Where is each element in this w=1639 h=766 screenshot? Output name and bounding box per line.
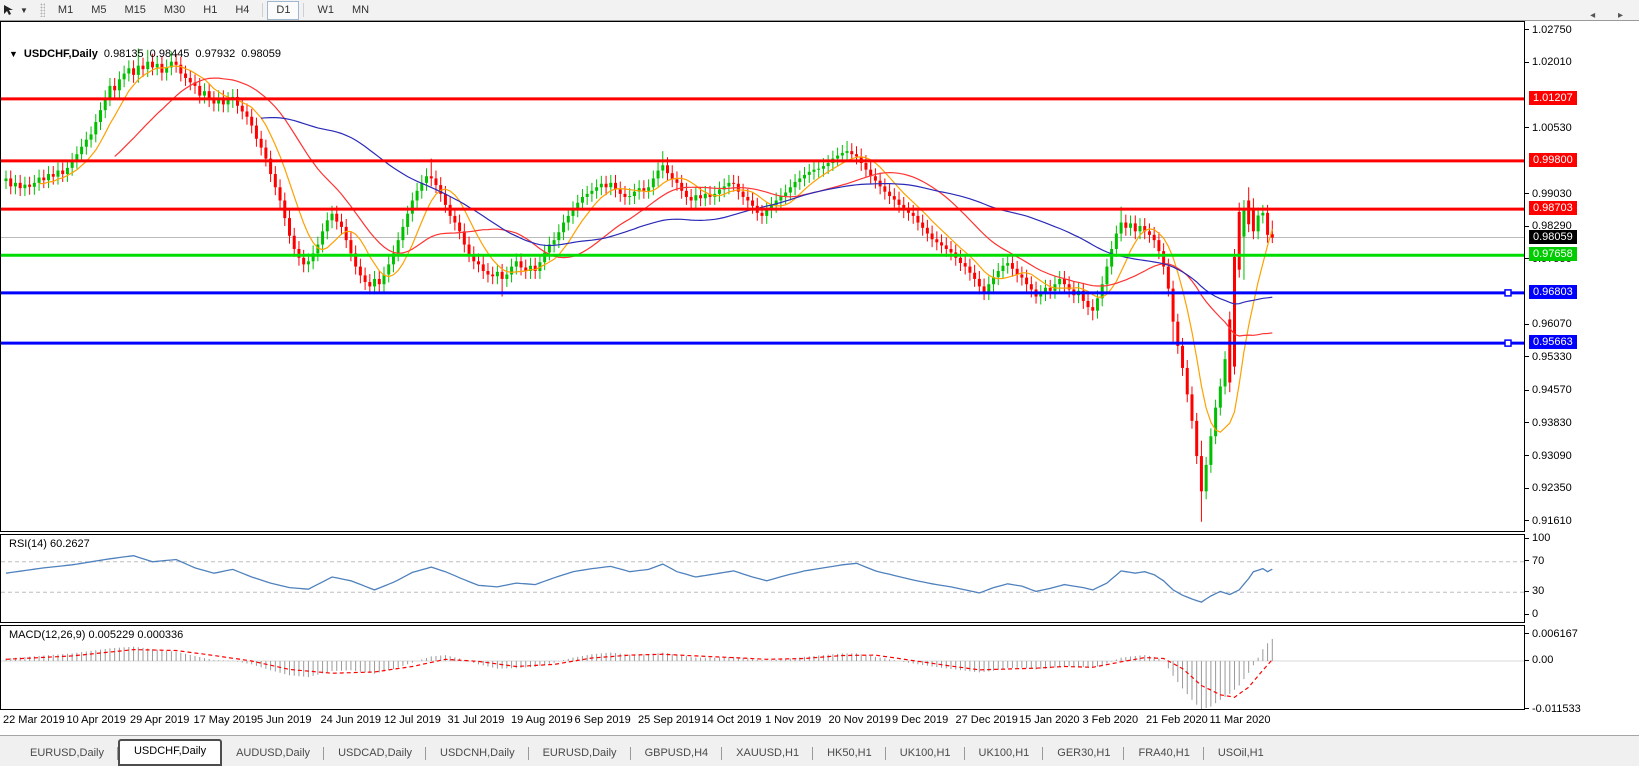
rsi-axis-tick: 30 — [1525, 585, 1544, 597]
date-axis-label: 5 Jun 2019 — [257, 714, 312, 726]
chart-title: ▼ USDCHF,Daily 0.98135 0.98445 0.97932 0… — [9, 48, 281, 60]
price-axis-tick: 0.99030 — [1525, 188, 1572, 200]
macd-axis-tick: -0.011533 — [1525, 703, 1581, 715]
chart-tab-usoil-h1[interactable]: USOil,H1 — [1217, 747, 1264, 759]
date-axis-label: 24 Jun 2019 — [320, 714, 382, 726]
timeframe-button-h4[interactable]: H4 — [235, 3, 250, 16]
price-level-badge: 0.96803 — [1529, 284, 1577, 299]
toolbar-grip[interactable] — [39, 3, 45, 17]
price-level-badge: 0.95663 — [1529, 335, 1577, 350]
macd-indicator-panel[interactable]: MACD(12,26,9) 0.005229 0.000336 — [0, 625, 1525, 710]
date-axis-label: 29 Apr 2019 — [130, 714, 190, 726]
price-axis-tick: 0.91610 — [1525, 515, 1572, 527]
rsi-indicator-panel[interactable]: RSI(14) 60.2627 — [0, 534, 1525, 623]
date-axis-label: 21 Feb 2020 — [1146, 714, 1208, 726]
timeframe-button-mn[interactable]: MN — [351, 3, 370, 16]
date-axis-label: 31 Jul 2019 — [447, 714, 505, 726]
date-axis-label: 22 Mar 2019 — [3, 714, 65, 726]
price-axis-tick: 1.02750 — [1525, 24, 1572, 36]
chart-tab-uk100-h1[interactable]: UK100,H1 — [886, 743, 965, 764]
date-axis-label: 11 Mar 2020 — [1209, 714, 1271, 726]
timeframe-button-m30[interactable]: M30 — [163, 3, 186, 16]
macd-label: MACD(12,26,9) 0.005229 0.000336 — [9, 629, 184, 641]
chart-tab-ger30-h1[interactable]: GER30,H1 — [1043, 743, 1125, 764]
date-axis-label: 20 Nov 2019 — [828, 714, 891, 726]
chart-tab-eurusd-daily[interactable]: EURUSD,Daily — [16, 743, 118, 764]
date-axis-label: 25 Sep 2019 — [638, 714, 701, 726]
ohlc-high: 0.98445 — [149, 48, 190, 60]
rsi-axis-tick: 70 — [1525, 555, 1544, 567]
chart-tab-bar: EURUSD,Daily USDCHF,Daily AUDUSD,Daily USDC… — [0, 735, 1639, 766]
one-click-trading-caret-icon[interactable]: ▼ — [9, 49, 18, 59]
chart-cursor-icon[interactable] — [2, 3, 16, 17]
date-axis-label: 27 Dec 2019 — [955, 714, 1018, 726]
chart-tab-gbpusd-h4[interactable]: GBPUSD,H4 — [631, 743, 723, 764]
chart-tab-xauusd-h1[interactable]: XAUUSD,H1 — [722, 743, 814, 764]
date-axis-label: 9 Dec 2019 — [892, 714, 949, 726]
chevron-down-icon[interactable]: ▼ — [20, 5, 28, 15]
price-level-badge: 1.01207 — [1529, 90, 1577, 105]
chart-tab-eurusd-daily[interactable]: EURUSD,Daily — [529, 743, 631, 764]
date-axis-label: 10 Apr 2019 — [66, 714, 126, 726]
timeframes-toolbar: ▼ M1 M5 M15 M30 H1 H4 D1 W1 MN — [0, 0, 1639, 21]
date-axis-label: 6 Sep 2019 — [574, 714, 631, 726]
ohlc-open: 0.98135 — [103, 48, 144, 60]
date-axis-label: 3 Feb 2020 — [1082, 714, 1139, 726]
date-axis-label: 14 Oct 2019 — [701, 714, 762, 726]
price-level-badge: 0.98703 — [1529, 201, 1577, 216]
price-axis[interactable]: 1.027501.020101.005300.990300.982900.975… — [1525, 21, 1639, 715]
chart-symbol-label: USDCHF,Daily — [23, 48, 98, 60]
timeframe-button-m5[interactable]: M5 — [91, 3, 107, 16]
chart-tab-usdcad-daily[interactable]: USDCAD,Daily — [324, 743, 427, 764]
price-axis-tick: 0.95330 — [1525, 351, 1572, 363]
chart-tab-fra40-h1[interactable]: FRA40,H1 — [1124, 743, 1205, 764]
price-level-badge: 0.99800 — [1529, 152, 1577, 167]
rsi-label: RSI(14) 60.2627 — [9, 538, 90, 550]
timeframe-button-h1[interactable]: H1 — [203, 3, 218, 16]
chart-tab-uk100-h1[interactable]: UK100,H1 — [965, 743, 1044, 764]
chart-tab-hk50-h1[interactable]: HK50,H1 — [813, 743, 886, 764]
rsi-axis-tick: 0 — [1525, 608, 1538, 620]
price-chart-panel[interactable]: ▼ USDCHF,Daily 0.98135 0.98445 0.97932 0… — [0, 21, 1525, 532]
macd-axis-tick: 0.006167 — [1525, 628, 1578, 640]
price-axis-tick: 0.94570 — [1525, 384, 1572, 396]
price-axis-tick: 1.00530 — [1525, 122, 1572, 134]
rsi-axis-tick: 100 — [1525, 532, 1550, 544]
date-axis-label: 15 Jan 2020 — [1019, 714, 1080, 726]
price-axis-tick: 0.96070 — [1525, 318, 1572, 330]
date-axis-label: 19 Aug 2019 — [511, 714, 573, 726]
price-axis-tick: 0.93830 — [1525, 417, 1572, 429]
chart-tab-usdcnh-daily[interactable]: USDCNH,Daily — [426, 743, 529, 764]
timeframe-button-d1[interactable]: D1 — [267, 0, 300, 20]
chart-tab-usdchf-daily[interactable]: USDCHF,Daily — [117, 739, 223, 766]
price-axis-tick: 0.92350 — [1525, 482, 1572, 494]
ohlc-close: 0.98059 — [241, 48, 281, 60]
date-axis-label: 17 May 2019 — [193, 714, 258, 726]
price-axis-tick: 0.98290 — [1525, 220, 1572, 232]
date-axis-label: 1 Nov 2019 — [765, 714, 822, 726]
price-level-badge: 0.98059 — [1529, 229, 1577, 244]
tab-scroll-arrows[interactable]: ◂ ▸ — [1590, 10, 1633, 21]
time-axis[interactable]: 22 Mar 2019 10 Apr 2019 29 Apr 2019 17 May … — [0, 711, 1525, 729]
price-axis-tick: 0.93090 — [1525, 450, 1572, 462]
date-axis-label: 12 Jul 2019 — [384, 714, 441, 726]
chart-tab-audusd-daily[interactable]: AUDUSD,Daily — [222, 743, 325, 764]
timeframe-button-m1[interactable]: M1 — [57, 3, 74, 16]
price-axis-tick: 1.02010 — [1525, 56, 1572, 68]
timeframe-button-w1[interactable]: W1 — [317, 3, 334, 16]
timeframe-button-m15[interactable]: M15 — [124, 3, 146, 16]
ohlc-low: 0.97932 — [195, 48, 236, 60]
macd-axis-tick: 0.00 — [1525, 654, 1553, 666]
price-level-badge: 0.97658 — [1529, 247, 1577, 262]
